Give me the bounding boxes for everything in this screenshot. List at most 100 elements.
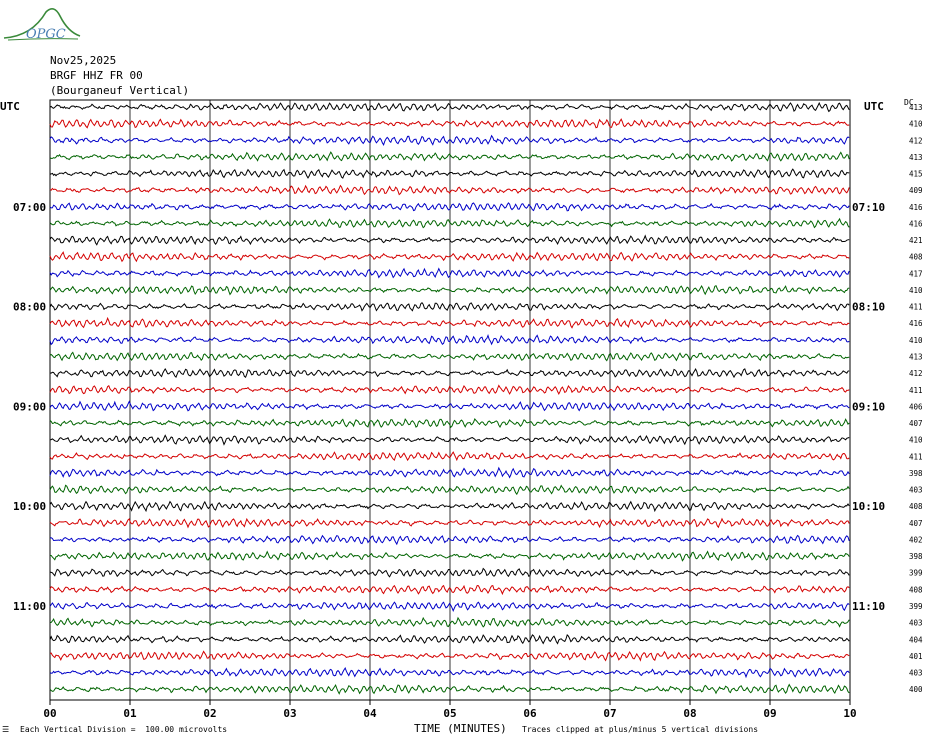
dc-offset-label: 413 — [909, 153, 923, 162]
seismic-trace — [49, 351, 850, 362]
corner-mark: ☰ — [2, 725, 10, 734]
hour-label-right: 09:10 — [852, 400, 885, 413]
seismic-trace — [49, 567, 850, 578]
utc-label-left: UTC — [0, 100, 20, 113]
dc-offset-label: 421 — [909, 236, 923, 245]
seismic-trace — [49, 466, 850, 479]
dc-offset-label: 408 — [909, 585, 923, 594]
x-tick-label: 04 — [363, 707, 377, 720]
seismic-trace — [49, 616, 850, 628]
seismic-trace — [49, 400, 850, 412]
x-tick-label: 10 — [843, 707, 856, 720]
seismic-trace — [49, 500, 850, 513]
logo-text: OPGC — [26, 27, 66, 42]
x-tick-label: 07 — [603, 707, 616, 720]
seismic-trace — [49, 251, 850, 263]
seismic-trace — [49, 451, 850, 462]
x-tick-label: 03 — [283, 707, 296, 720]
x-tick-label: 08 — [683, 707, 696, 720]
x-tick-label: 06 — [523, 707, 537, 720]
seismic-trace — [49, 118, 850, 129]
seismic-trace — [49, 202, 850, 212]
hour-label-left: 11:00 — [13, 600, 46, 613]
x-axis-title: TIME (MINUTES) — [414, 722, 507, 735]
seismic-trace — [49, 101, 850, 113]
dc-offset-label: 416 — [909, 319, 923, 328]
dc-offset-label: 410 — [909, 336, 923, 345]
seismic-trace — [49, 301, 850, 312]
dc-offset-label: 411 — [909, 386, 923, 395]
dc-offset-label: 416 — [909, 203, 923, 212]
dc-offset-label: 399 — [909, 569, 923, 578]
dc-header: DC — [904, 98, 914, 107]
dc-offset-label: 411 — [909, 452, 923, 461]
dc-offset-label: 401 — [909, 652, 923, 661]
dc-offset-label: 403 — [909, 486, 923, 495]
seismic-trace — [49, 667, 850, 679]
seismic-trace — [49, 650, 850, 662]
x-tick-label: 01 — [123, 707, 137, 720]
dc-offset-label: 413 — [909, 353, 923, 362]
seismic-trace — [49, 601, 850, 612]
dc-offset-label: 408 — [909, 502, 923, 511]
seismic-trace — [49, 234, 850, 246]
dc-offset-label: 417 — [909, 269, 923, 278]
seismic-trace — [49, 151, 850, 162]
dc-offset-label: 402 — [909, 535, 923, 544]
dc-offset-label: 404 — [909, 635, 923, 644]
x-tick-label: 05 — [443, 707, 456, 720]
division-note: Each Vertical Division = 100.00 microvol… — [20, 725, 228, 734]
utc-label-right: UTC — [864, 100, 884, 113]
seismic-trace — [49, 267, 850, 279]
dc-offset-label: 403 — [909, 669, 923, 678]
seismic-trace — [49, 384, 850, 395]
seismic-trace — [49, 418, 850, 429]
dc-offset-label: 412 — [909, 136, 923, 145]
dc-offset-label: 406 — [909, 402, 923, 411]
opgc-logo — [2, 2, 82, 48]
dc-offset-label: 410 — [909, 436, 923, 445]
dc-offset-label: 412 — [909, 369, 923, 378]
hour-label-left: 08:00 — [13, 301, 46, 314]
header-station: BRGF HHZ FR 00 — [50, 69, 143, 82]
dc-offset-label: 410 — [909, 120, 923, 129]
seismic-trace — [49, 517, 850, 529]
seismic-trace — [49, 633, 850, 645]
header-station-desc: (Bourganeuf Vertical) — [50, 84, 190, 97]
hour-label-left: 09:00 — [13, 400, 46, 413]
hour-label-right: 08:10 — [852, 301, 885, 314]
dc-offset-label: 410 — [909, 286, 923, 295]
seismic-trace — [49, 534, 850, 546]
x-tick-label: 09 — [763, 707, 776, 720]
header-date: Nov25,2025 — [50, 54, 117, 67]
seismic-trace — [50, 550, 850, 562]
dc-offset-label: 407 — [909, 419, 923, 428]
dc-offset-label: 407 — [909, 519, 923, 528]
seismic-trace — [49, 168, 850, 179]
dc-offset-label: 416 — [909, 219, 923, 228]
x-tick-label: 02 — [203, 707, 216, 720]
seismic-trace — [49, 683, 850, 695]
seismic-trace — [49, 316, 850, 329]
dc-offset-label: 403 — [909, 619, 923, 628]
hour-label-right: 07:10 — [852, 201, 885, 214]
seismic-trace — [49, 434, 850, 446]
seismic-trace — [49, 217, 850, 229]
volcano-icon — [3, 8, 81, 41]
seismic-trace — [49, 484, 850, 496]
clip-note: Traces clipped at plus/minus 5 vertical … — [522, 725, 759, 734]
x-tick-label: 00 — [43, 707, 56, 720]
seismic-trace — [49, 134, 850, 146]
hour-label-right: 11:10 — [852, 600, 885, 613]
dc-offset-label: 400 — [909, 685, 923, 694]
seismic-trace — [49, 368, 850, 379]
hour-label-right: 10:10 — [852, 500, 885, 513]
hour-label-left: 07:00 — [13, 201, 46, 214]
seismic-trace — [49, 284, 850, 296]
hour-label-left: 10:00 — [13, 500, 46, 513]
dc-offset-label: 398 — [909, 469, 923, 478]
dc-offset-label: 408 — [909, 253, 923, 262]
dc-offset-label: 399 — [909, 602, 923, 611]
dc-offset-label: 413 — [909, 103, 923, 112]
